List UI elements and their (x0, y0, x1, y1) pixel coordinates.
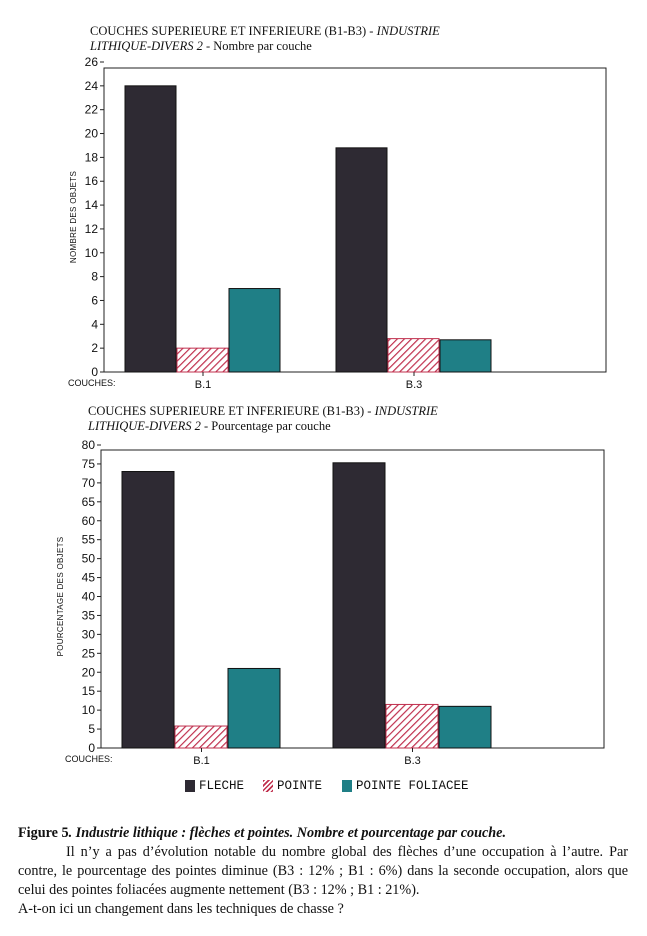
y-axis-label: NOMBRE DES OBJETS (69, 171, 78, 263)
bar-pointe-b3 (385, 703, 439, 749)
y-tick-label: 75 (82, 457, 96, 471)
x-category-label: B.1 (193, 755, 210, 767)
legend-item-fleche: FLECHE (185, 779, 244, 793)
y-tick-label: 16 (85, 174, 99, 188)
y-tick-label: 80 (82, 438, 96, 452)
y-tick-label: 15 (82, 684, 96, 698)
y-tick-label: 10 (85, 246, 99, 260)
chart2-title-line1-italic: INDUSTRIE (374, 404, 438, 418)
x-axis-label: COUCHES: (68, 378, 116, 388)
legend-item-pointe-foliacee: POINTE FOLIACEE (342, 779, 469, 793)
bar-pointe-b1 (176, 347, 229, 373)
chart1-title-line2: - Nombre par couche (202, 39, 312, 53)
y-tick-label: 0 (88, 741, 95, 755)
legend-swatch-pointe-foliacee (342, 780, 352, 792)
y-axis-label: POURCENTAGE DES OBJETS (56, 537, 65, 657)
y-tick-label: 6 (91, 293, 98, 307)
y-tick-label: 18 (85, 150, 99, 164)
legend-label-fleche: FLECHE (199, 779, 245, 793)
y-tick-label: 55 (82, 533, 96, 547)
caption-figure-label: Figure 5 (18, 825, 69, 841)
y-tick-label: 5 (88, 722, 95, 736)
legend-swatch-pointe (263, 780, 273, 792)
y-tick-label: 20 (85, 127, 99, 141)
y-tick-label: 50 (82, 552, 96, 566)
y-tick-label: 25 (82, 646, 96, 660)
y-tick-label: 0 (91, 365, 98, 379)
bar-pointe-foliacee-b1 (227, 667, 281, 749)
chart2-title-line2: - Pourcentage par couche (200, 419, 331, 433)
y-tick-label: 40 (82, 590, 96, 604)
y-tick-label: 12 (85, 222, 99, 236)
chart1-title-line1-italic: INDUSTRIE (376, 24, 440, 38)
y-tick-label: 10 (82, 703, 96, 717)
chart2-title-line1: COUCHES SUPERIEURE ET INFERIEURE (B1-B3)… (88, 404, 375, 418)
y-tick-label: 45 (82, 571, 96, 585)
y-tick-label: 70 (82, 476, 96, 490)
bar-pointe-foliacee-b3 (438, 705, 492, 749)
legend-swatch-fleche (185, 780, 195, 792)
y-tick-label: 14 (85, 198, 99, 212)
x-category-label: B.3 (404, 755, 421, 767)
chart-legend: FLECHE POINTE POINTE FOLIACEE (185, 779, 505, 799)
chart2-title: COUCHES SUPERIEURE ET INFERIEURE (B1-B3)… (88, 404, 438, 434)
y-tick-label: 20 (82, 665, 96, 679)
chart1-title-line1: COUCHES SUPERIEURE ET INFERIEURE (B1-B3)… (90, 24, 377, 38)
bar-fleche-b1 (121, 471, 175, 749)
caption-paragraph-2: A-t-on ici un changement dans les techni… (18, 901, 344, 917)
x-category-label: B.3 (406, 379, 423, 391)
figure-caption: Figure 5. Industrie lithique : flèches e… (18, 824, 628, 919)
chart2-title-line2-italic: LITHIQUE-DIVERS 2 (88, 419, 201, 433)
bar-pointe-foliacee-b3 (439, 339, 492, 373)
y-tick-label: 2 (91, 341, 98, 355)
x-axis-label: COUCHES: (65, 754, 113, 764)
y-tick-label: 30 (82, 627, 96, 641)
y-tick-label: 4 (91, 317, 98, 331)
bar-pointe-b3 (387, 338, 440, 373)
bar-fleche-b3 (335, 147, 388, 373)
y-tick-label: 35 (82, 608, 96, 622)
y-tick-label: 22 (85, 103, 99, 117)
y-tick-label: 8 (91, 270, 98, 284)
y-tick-label: 65 (82, 495, 96, 509)
chart-pourcentage: 0 5 10 15 20 25 30 35 40 45 50 55 60 65 70 75 80 POURCENT… (56, 438, 605, 767)
y-tick-label: 24 (85, 79, 99, 93)
x-category-label: B.1 (195, 379, 212, 391)
y-tick-label: 26 (85, 55, 99, 69)
y-tick-label: 60 (82, 514, 96, 528)
caption-paragraph-1: Il n’y a pas d’évolution notable du nomb… (18, 844, 628, 898)
legend-label-pointe-foliacee: POINTE FOLIACEE (356, 779, 469, 793)
caption-figure-title: . Industrie lithique : flèches et pointe… (68, 825, 507, 841)
chart1-title-line2-italic: LITHIQUE-DIVERS 2 (90, 39, 203, 53)
legend-item-pointe: POINTE (263, 779, 322, 793)
bar-pointe-b1 (174, 725, 228, 749)
legend-label-pointe: POINTE (277, 779, 323, 793)
bar-pointe-foliacee-b1 (228, 288, 281, 373)
chart1-title: COUCHES SUPERIEURE ET INFERIEURE (B1-B3)… (90, 24, 440, 54)
bar-fleche-b1 (124, 85, 177, 373)
bar-fleche-b3 (332, 462, 386, 749)
